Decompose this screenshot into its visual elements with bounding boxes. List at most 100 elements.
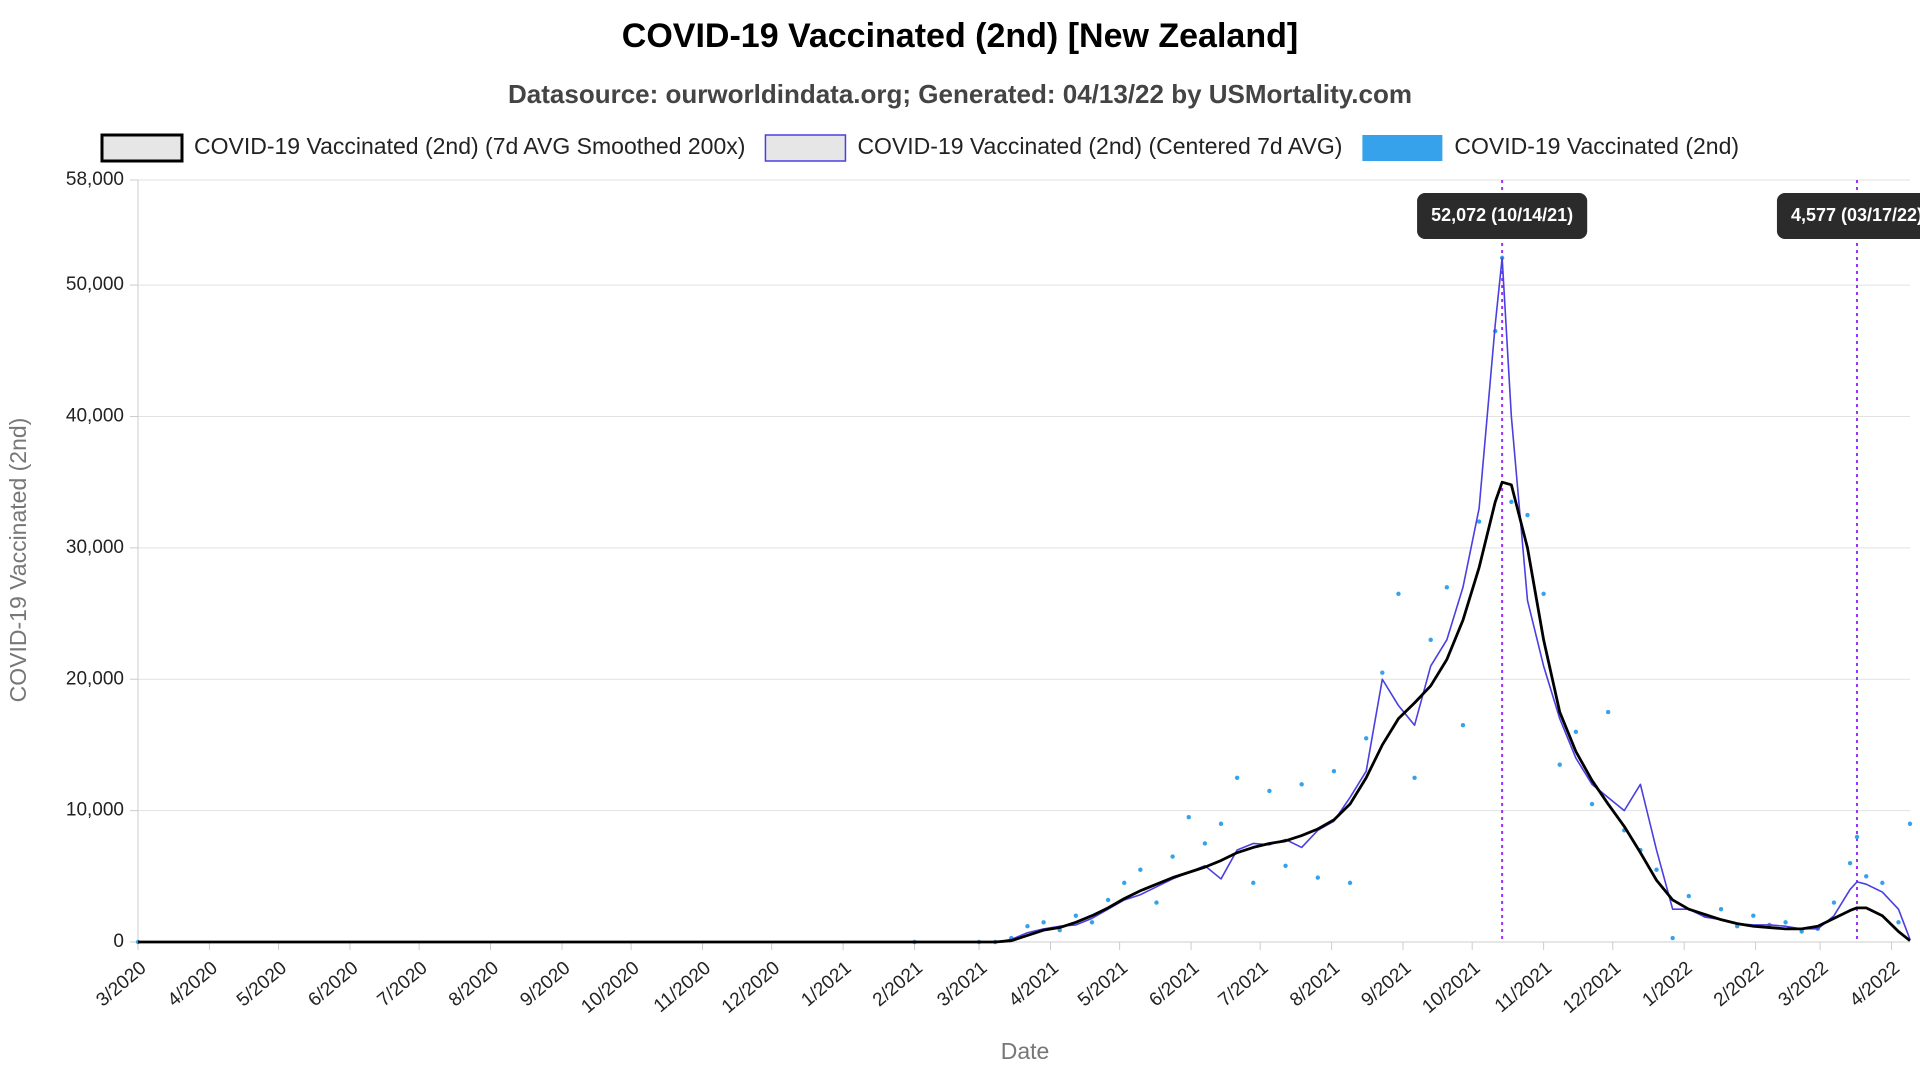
x-tick-label: 7/2020 — [374, 958, 432, 1011]
data-point — [1907, 821, 1913, 826]
data-point — [1428, 637, 1433, 643]
annotation: 52,072 (10/14/21) — [1417, 193, 1588, 239]
data-point — [1363, 736, 1369, 741]
x-tick-label: 2/2021 — [869, 958, 927, 1011]
data-point — [1896, 920, 1901, 925]
y-tick-label: 20,000 — [66, 668, 124, 689]
legend-swatch — [1362, 135, 1443, 161]
data-point — [1686, 893, 1691, 899]
data-point — [1799, 929, 1804, 934]
x-tick-label: 6/2021 — [1145, 958, 1203, 1011]
x-tick-label: 12/2020 — [718, 958, 784, 1018]
data-point — [1218, 821, 1224, 826]
x-tick-label: 8/2021 — [1286, 958, 1344, 1011]
data-point — [1331, 769, 1337, 774]
data-point — [1573, 729, 1579, 734]
data-point — [1718, 906, 1724, 912]
data-point — [1509, 499, 1514, 505]
legend-swatch — [764, 134, 847, 162]
data-point — [1460, 723, 1466, 728]
data-point — [1347, 880, 1353, 886]
x-tick-label: 3/2022 — [1775, 958, 1833, 1011]
legend-label: COVID-19 Vaccinated (2nd) (Centered 7d A… — [857, 133, 1342, 159]
x-tick-label: 11/2021 — [1491, 958, 1556, 1017]
chart-subtitle: Datasource: ourworldindata.org; Generate… — [508, 79, 1412, 109]
x-tick-label: 5/2020 — [233, 958, 291, 1011]
annotation-label: 52,072 (10/14/21) — [1431, 205, 1573, 225]
data-point — [1122, 880, 1127, 886]
y-tick-label: 50,000 — [66, 274, 124, 295]
data-point — [1880, 880, 1885, 886]
series-line — [138, 257, 1911, 943]
legend-label: COVID-19 Vaccinated (2nd) — [1454, 133, 1739, 159]
data-point — [1847, 860, 1853, 866]
x-tick-label: 10/2021 — [1419, 958, 1485, 1018]
data-point — [1412, 775, 1417, 780]
data-point — [1267, 788, 1272, 794]
y-tick-label: 10,000 — [66, 800, 124, 821]
data-point — [1854, 834, 1860, 840]
annotation-box — [1776, 193, 1920, 239]
y-tick-label: 40,000 — [66, 405, 124, 426]
data-point — [1089, 920, 1095, 925]
data-point — [1202, 841, 1208, 846]
data-point — [1541, 591, 1546, 597]
legend-swatch — [100, 133, 184, 163]
x-tick-label: 3/2020 — [92, 958, 150, 1011]
data-point — [1025, 924, 1030, 929]
data-point — [1315, 875, 1320, 880]
x-tick-label: 4/2022 — [1846, 958, 1904, 1011]
data-point — [1864, 874, 1869, 879]
x-tick-label: 12/2021 — [1559, 958, 1625, 1018]
x-tick-label: 4/2020 — [164, 958, 222, 1011]
x-tick-label: 5/2021 — [1074, 958, 1132, 1011]
chart-title: COVID-19 Vaccinated (2nd) [New Zealand] — [622, 17, 1298, 55]
x-tick-label: 1/2021 — [798, 958, 856, 1011]
x-tick-label: 9/2020 — [516, 958, 574, 1011]
data-point — [1186, 814, 1191, 820]
data-point — [1251, 880, 1256, 886]
data-point — [1380, 670, 1385, 675]
data-point — [1234, 775, 1240, 780]
data-point — [1138, 867, 1143, 872]
data-point — [1105, 897, 1111, 903]
data-point — [1783, 920, 1788, 925]
series-line — [138, 480, 1911, 944]
legend-label: COVID-19 Vaccinated (2nd) (7d AVG Smooth… — [194, 133, 745, 159]
x-tick-label: 10/2020 — [577, 958, 643, 1018]
data-point — [1589, 801, 1595, 807]
data-point — [1654, 867, 1659, 872]
data-point — [1476, 519, 1482, 524]
data-point — [1283, 863, 1288, 868]
data-point — [1073, 913, 1079, 918]
data-point — [1670, 935, 1675, 941]
data-point — [1831, 900, 1837, 905]
y-tick-label: 0 — [113, 931, 124, 952]
x-tick-label: 8/2020 — [445, 958, 503, 1011]
y-axis-title: COVID-19 Vaccinated (2nd) — [5, 418, 31, 703]
data-point — [1605, 709, 1611, 715]
x-tick-label: 9/2021 — [1357, 958, 1415, 1011]
data-point — [1154, 900, 1159, 905]
data-point — [1396, 591, 1401, 597]
data-point — [1557, 762, 1562, 767]
annotation: 4,577 (03/17/22) — [1776, 193, 1920, 239]
data-point — [1751, 913, 1756, 918]
x-tick-label: 6/2020 — [304, 958, 362, 1011]
x-tick-label: 2/2022 — [1710, 958, 1768, 1011]
x-tick-label: 3/2021 — [933, 958, 991, 1011]
x-tick-label: 1/2022 — [1639, 958, 1697, 1011]
y-tick-label: 30,000 — [66, 537, 124, 558]
y-tick-label: 58,000 — [66, 169, 124, 190]
annotation-box — [1417, 193, 1588, 239]
x-tick-label: 4/2021 — [1005, 958, 1063, 1011]
x-tick-label: 11/2020 — [650, 958, 715, 1017]
x-tick-label: 7/2021 — [1215, 958, 1273, 1011]
data-point — [1170, 854, 1175, 859]
data-point — [1444, 585, 1450, 590]
data-point — [1041, 920, 1046, 925]
data-point — [1525, 512, 1530, 518]
x-axis-title: Date — [1001, 1038, 1050, 1064]
data-point — [1299, 782, 1304, 787]
